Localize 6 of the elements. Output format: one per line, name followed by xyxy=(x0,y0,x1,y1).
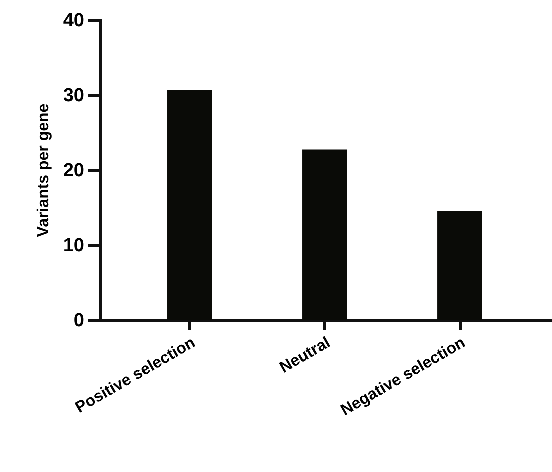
y-tick-label: 40 xyxy=(63,10,84,32)
y-tick-label: 20 xyxy=(63,160,84,182)
y-tick-label: 30 xyxy=(63,86,84,106)
y-axis-title: Variants per gene xyxy=(35,104,52,238)
y-tick-label: 0 xyxy=(74,310,84,332)
y-tick-label: 10 xyxy=(63,236,84,256)
